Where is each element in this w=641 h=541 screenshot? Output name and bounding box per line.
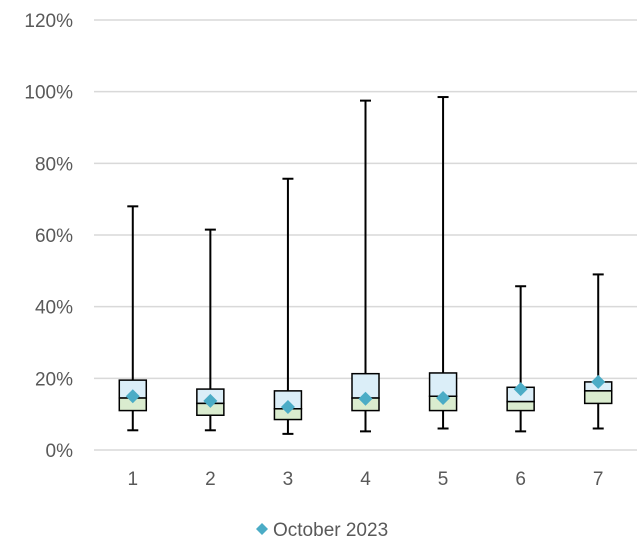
lower-box [583, 390, 613, 405]
x-tick-label: 2 [205, 469, 216, 490]
x-tick-label: 4 [360, 469, 371, 490]
marker-point [513, 382, 528, 397]
y-tick-label: 40% [35, 298, 73, 319]
box-4 [351, 99, 380, 433]
marker-point [280, 400, 295, 414]
y-tick-label: 80% [35, 154, 73, 175]
box-6 [506, 285, 535, 433]
y-tick-label: 0% [46, 441, 74, 462]
marker-point [203, 393, 218, 408]
box-7 [583, 273, 613, 430]
legend-marker-icon [256, 523, 268, 535]
x-tick-label: 1 [127, 469, 138, 490]
lower-box [506, 400, 535, 412]
x-tick-label: 5 [438, 469, 449, 490]
y-axis: 0% 20% 40% 60% 80% 100% 120% [24, 11, 73, 462]
y-tick-label: 100% [24, 83, 73, 104]
marker-point [358, 391, 373, 406]
x-tick-label: 3 [283, 469, 294, 490]
box-3 [273, 177, 303, 435]
x-axis: 1 2 3 4 5 6 7 [127, 469, 603, 490]
marker-series [125, 374, 606, 414]
x-tick-label: 6 [515, 469, 526, 490]
box-5 [428, 96, 458, 430]
box-series [118, 96, 613, 435]
marker-point [436, 391, 451, 406]
marker-point [591, 374, 606, 389]
legend-label: October 2023 [273, 520, 388, 541]
x-tick-label: 7 [593, 469, 604, 490]
y-tick-label: 60% [35, 226, 73, 247]
marker-point [125, 389, 140, 404]
y-tick-label: 20% [35, 369, 73, 390]
legend: October 2023 [256, 520, 388, 541]
y-tick-label: 120% [24, 11, 73, 32]
